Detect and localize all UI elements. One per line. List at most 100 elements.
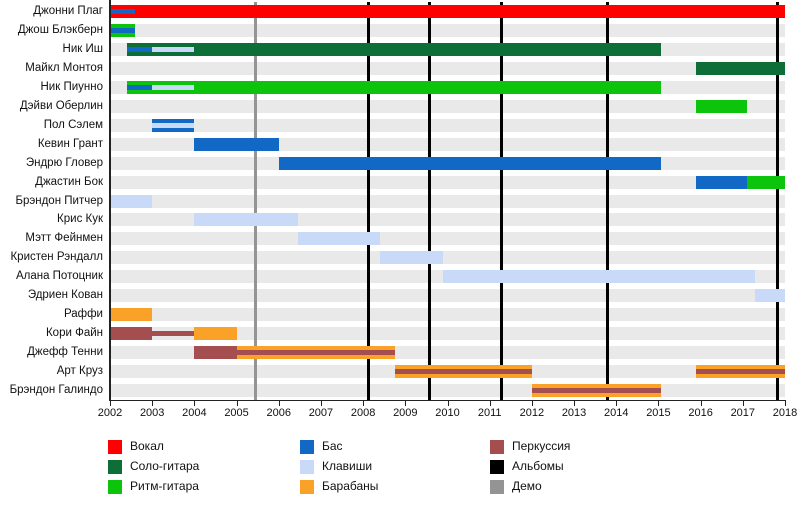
album-line xyxy=(500,2,504,400)
member-label: Алана Потоцник xyxy=(15,270,103,283)
x-axis-line xyxy=(109,400,786,401)
legend-item-rhythm_guitar: Ритм-гитара xyxy=(108,478,278,498)
timeline-stripe-percussion xyxy=(236,350,395,356)
timeline-stripe-keys xyxy=(152,84,195,90)
row-band xyxy=(110,137,785,151)
timeline-stripe-percussion xyxy=(394,369,532,375)
legend-item-keys: Клавиши xyxy=(300,458,470,478)
axis-year-label: 2013 xyxy=(561,407,587,419)
legend-item-lead_guitar: Соло-гитара xyxy=(108,458,278,478)
member-label: Джонни Плаг xyxy=(33,5,103,17)
axis-year-label: 2005 xyxy=(224,407,249,419)
legend-swatch-vocals xyxy=(108,440,122,454)
row-band xyxy=(110,99,785,113)
album-line xyxy=(606,2,610,400)
member-label: Кевин Грант xyxy=(37,137,103,150)
legend-swatch-keys xyxy=(300,460,314,474)
legend-item-albums: Альбомы xyxy=(490,458,660,478)
timeline-bar-rhythm_guitar xyxy=(126,80,661,94)
album-line xyxy=(776,2,780,400)
axis-year-label: 2018 xyxy=(772,407,798,419)
legend-label: Перкуссия xyxy=(512,439,571,453)
timeline-bar-keys xyxy=(110,194,153,208)
member-label: Ник Иш xyxy=(62,42,103,55)
member-label: Эндрю Гловер xyxy=(25,156,103,169)
axis-tick xyxy=(531,401,533,406)
axis-tick xyxy=(658,401,660,406)
timeline-bar-keys xyxy=(194,213,298,227)
legend-swatch-lead_guitar xyxy=(108,460,122,474)
axis-year-label: 2002 xyxy=(97,407,123,419)
row-band xyxy=(110,175,785,189)
y-axis-line xyxy=(109,0,111,400)
timeline-bar-lead_guitar xyxy=(126,42,661,56)
member-label: Ник Пиунно xyxy=(40,80,104,93)
axis-tick xyxy=(405,401,407,406)
legend-label: Клавиши xyxy=(322,459,373,473)
axis-year-label: 2015 xyxy=(646,407,671,419)
member-label: Джош Блэкберн xyxy=(17,23,103,36)
member-label: Кори Файн xyxy=(45,327,103,340)
timeline-bar-keys xyxy=(443,270,756,284)
row-band xyxy=(110,194,785,208)
timeline-bar-rhythm_guitar xyxy=(696,99,748,113)
timeline-bar-vocals xyxy=(110,4,785,18)
legend-item-percussion: Перкуссия xyxy=(490,438,660,458)
axis-tick xyxy=(447,401,449,406)
timeline-bar-drums xyxy=(194,327,237,341)
timeline-bar-keys xyxy=(297,232,380,246)
axis-tick xyxy=(110,401,111,406)
axis-year-label: 2007 xyxy=(308,407,334,419)
axis-year-label: 2003 xyxy=(139,407,165,419)
axis-tick xyxy=(278,401,280,406)
axis-tick xyxy=(236,401,238,406)
timeline-stripe-bass xyxy=(126,46,153,52)
axis-tick xyxy=(616,401,618,406)
legend-label: Ритм-гитара xyxy=(130,479,199,493)
timeline-bar-keys xyxy=(380,251,444,265)
axis-tick xyxy=(742,401,744,406)
timeline-bar-lead_guitar xyxy=(696,61,785,75)
axis-tick xyxy=(194,401,196,406)
axis-tick xyxy=(785,401,786,406)
legend-label: Барабаны xyxy=(322,479,379,493)
legend-swatch-rhythm_guitar xyxy=(108,480,122,494)
legend-label: Альбомы xyxy=(512,459,564,473)
axis-year-label: 2006 xyxy=(266,407,291,419)
legend-label: Бас xyxy=(322,439,343,453)
member-label: Пол Сэлем xyxy=(43,118,103,131)
timeline-stripe-bass xyxy=(110,8,136,14)
axis-year-label: 2008 xyxy=(350,407,376,419)
timeline-stripe-percussion xyxy=(152,331,195,337)
member-label: Брэндон Питчер xyxy=(15,194,103,207)
axis-year-label: 2011 xyxy=(477,407,502,419)
member-label: Арт Круз xyxy=(56,365,103,378)
axis-tick xyxy=(363,401,365,406)
member-label: Дэйви Оберлин xyxy=(19,99,103,112)
timeline-stripe-keys xyxy=(152,122,195,128)
axis-tick xyxy=(574,401,576,406)
member-label: Крис Кук xyxy=(57,213,103,226)
axis-year-label: 2016 xyxy=(688,407,713,419)
row-band xyxy=(110,384,785,398)
timeline-bar-rhythm_guitar xyxy=(747,175,785,189)
axis-tick xyxy=(700,401,702,406)
legend-label: Соло-гитара xyxy=(130,459,200,473)
timeline-stripe-bass xyxy=(110,27,136,33)
legend-swatch-demo xyxy=(490,480,504,494)
member-label: Майкл Монтоя xyxy=(25,61,103,74)
row-band xyxy=(110,308,785,322)
row-band xyxy=(110,23,785,37)
legend-swatch-bass xyxy=(300,440,314,454)
legend-item-vocals: Вокал xyxy=(108,438,278,458)
member-label: Брэндон Галиндо xyxy=(9,384,103,397)
legend-label: Вокал xyxy=(130,439,164,453)
legend-label: Демо xyxy=(512,479,542,493)
row-band xyxy=(110,61,785,75)
timeline-bar-bass xyxy=(194,137,279,151)
legend-swatch-albums xyxy=(490,460,504,474)
row-band xyxy=(110,289,785,303)
axis-tick xyxy=(489,401,491,406)
album-line xyxy=(428,2,432,400)
